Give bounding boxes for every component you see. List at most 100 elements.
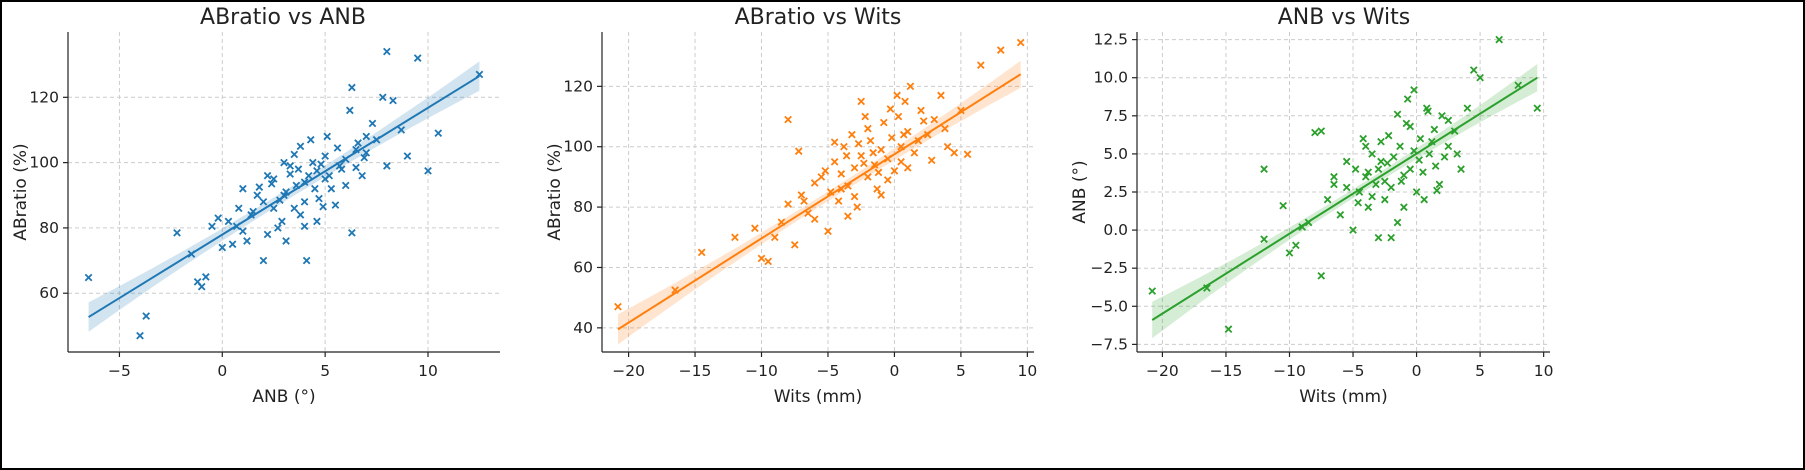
- data-point: [1224, 325, 1233, 333]
- data-point: [1415, 156, 1423, 164]
- data-point: [413, 54, 422, 62]
- data-point: [996, 46, 1005, 54]
- x-axis-label: Wits (mm): [774, 387, 862, 407]
- data-point: [850, 164, 859, 172]
- data-point: [1361, 142, 1370, 151]
- x-tick-label: 5: [956, 362, 966, 380]
- data-point: [331, 201, 340, 209]
- data-point: [333, 144, 342, 152]
- data-point: [378, 93, 387, 102]
- data-point: [341, 181, 350, 190]
- data-point: [1311, 128, 1319, 137]
- x-tick-label: 0: [1412, 362, 1422, 380]
- data-point: [817, 173, 826, 181]
- data-point: [290, 150, 299, 159]
- data-point: [1425, 150, 1434, 158]
- panel-3: −20 −15 −10 −5 0 5 10 −7.5 −5.0 −2.5 0.0 2.5 5.0 7.5 1…: [1070, 5, 1554, 407]
- data-point: [1457, 165, 1465, 173]
- data-point: [857, 151, 866, 160]
- data-point: [751, 224, 759, 233]
- y-tick-label: 100: [29, 154, 59, 172]
- data-point: [1406, 122, 1415, 131]
- y-tick-label: 120: [29, 88, 59, 106]
- data-point: [844, 212, 852, 220]
- data-point: [943, 142, 952, 151]
- data-point: [368, 119, 377, 128]
- data-point: [877, 191, 885, 199]
- y-tick-label: 100: [563, 138, 593, 156]
- data-point: [824, 227, 832, 236]
- data-point: [1495, 35, 1504, 44]
- data-point: [1393, 218, 1402, 227]
- data-point: [1383, 159, 1392, 167]
- data-point: [327, 184, 336, 193]
- data-point: [1260, 235, 1268, 244]
- data-point: [1453, 150, 1462, 158]
- data-point: [286, 162, 295, 170]
- data-point: [883, 176, 892, 184]
- data-point: [784, 200, 792, 208]
- data-point: [247, 211, 255, 219]
- data-point: [300, 222, 309, 231]
- y-axis-label: ABratio (%): [11, 143, 31, 240]
- data-point: [315, 194, 323, 203]
- data-point: [1389, 153, 1398, 161]
- x-tick-label: 10: [1534, 362, 1554, 380]
- data-point: [1533, 104, 1542, 113]
- data-point: [290, 204, 299, 213]
- data-point: [296, 142, 305, 151]
- data-point: [362, 132, 371, 141]
- y-tick-label: −2.5: [1090, 259, 1128, 277]
- x-tick-label: −5: [1342, 362, 1365, 380]
- data-point: [243, 237, 251, 245]
- data-point: [1435, 180, 1444, 189]
- data-point: [894, 112, 903, 121]
- data-point: [1342, 183, 1351, 192]
- data-point: [1469, 66, 1478, 74]
- data-point: [797, 191, 806, 199]
- data-point: [810, 179, 819, 187]
- data-point: [910, 148, 919, 157]
- data-point: [1431, 162, 1440, 170]
- data-point: [1416, 134, 1425, 143]
- y-tick-label: 12.5: [1093, 31, 1128, 49]
- data-point: [864, 124, 872, 133]
- x-axis-label: Wits (mm): [1299, 387, 1387, 407]
- x-tick-label: 0: [217, 362, 227, 380]
- data-point: [770, 233, 779, 242]
- y-axis-label: ANB (°): [1070, 160, 1090, 223]
- data-point: [228, 240, 237, 249]
- data-point: [950, 148, 959, 157]
- data-point: [1351, 165, 1360, 173]
- data-point: [903, 164, 912, 172]
- data-point: [897, 157, 905, 166]
- data-point: [731, 233, 739, 242]
- data-point: [1396, 142, 1404, 151]
- data-point: [930, 115, 939, 124]
- data-point: [887, 133, 896, 142]
- data-point: [1420, 195, 1429, 204]
- data-point: [319, 202, 327, 211]
- data-point: [84, 273, 93, 282]
- data-point: [424, 166, 432, 175]
- data-point: [1317, 127, 1326, 135]
- data-point: [854, 139, 863, 148]
- panel-2: −20 −15 −10 −5 0 5 10 40 60 80 100 120 ABratio vs Wi…: [545, 5, 1037, 407]
- data-point: [1380, 177, 1389, 186]
- data-point: [697, 248, 706, 257]
- x-axis-label: ANB (°): [252, 387, 315, 407]
- data-point: [1406, 165, 1415, 173]
- data-point: [173, 228, 181, 237]
- data-point: [348, 83, 356, 92]
- data-point: [362, 148, 371, 157]
- data-point: [300, 197, 309, 206]
- data-point: [1260, 165, 1268, 173]
- data-point: [282, 237, 290, 245]
- data-point: [263, 230, 272, 239]
- data-point: [306, 135, 315, 144]
- data-point: [800, 197, 808, 205]
- data-point: [1410, 86, 1418, 94]
- confidence-band: [1152, 64, 1538, 339]
- chart-title: ABratio vs ANB: [200, 5, 366, 30]
